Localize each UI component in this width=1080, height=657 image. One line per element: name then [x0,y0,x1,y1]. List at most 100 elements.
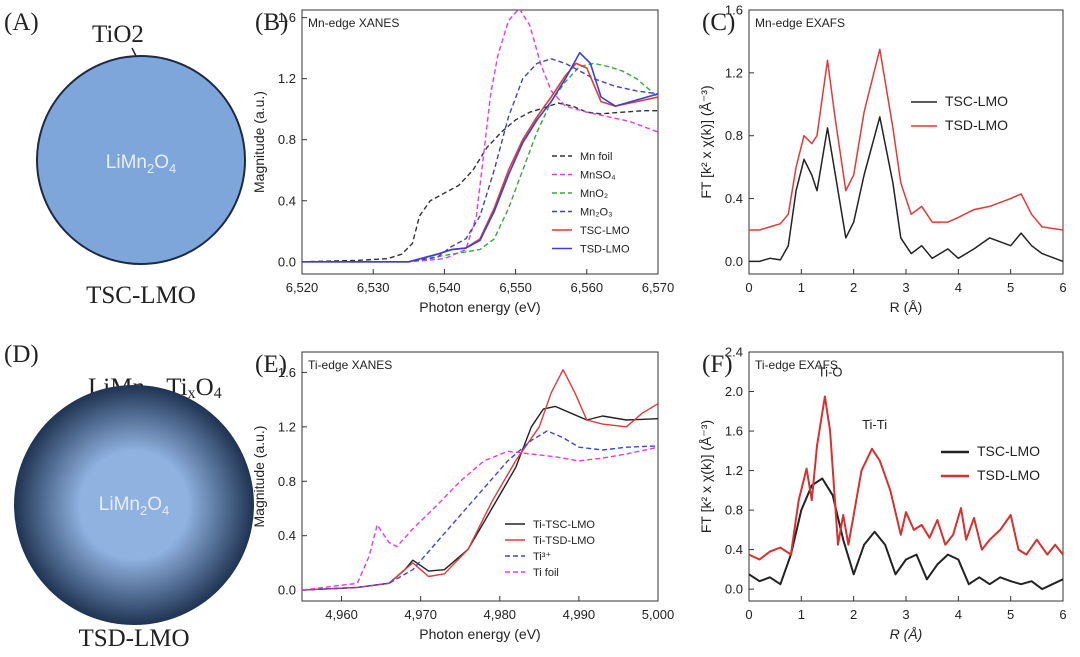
chart-e-ytick-label: 1.6 [278,365,296,380]
chart-b-panel-label: (B) [255,9,288,36]
chart-e-series-line [302,369,658,591]
chart-f-annotation-tio: Ti-O [818,365,843,380]
chart-c-xtick-label: 1 [798,280,805,295]
chart-b-xtick-label: 6,530 [357,280,390,295]
chart-f-series-line [749,477,1063,591]
chart-f-series-group [749,395,1063,591]
chart-e-series-line [302,446,658,591]
chart-c-frame [748,9,1064,275]
schematic-d: (D) LiMn2-xTixO4 LiMn2O4 TSD-LMO [4,341,254,652]
chart-f-xtick-label: 3 [902,607,909,622]
chart-b-legend-label: TSD-LMO [580,244,630,256]
chart-c-xtick-label: 6 [1059,280,1066,295]
chart-f-title: Ti-edge EXAFS [755,358,838,372]
chart-f: 0 1 2 3 4 5 6 0.0 0.4 0.8 1.2 1.6 2.0 2.4 R (Å) FT [k² … [698,345,1067,643]
chart-b-ytick-label: 0.4 [278,193,296,208]
chart-c-panel-label: (C) [702,9,735,36]
chart-e-panel-label: (E) [255,351,287,378]
chart-e-legend-label: Ti foil [533,567,559,579]
chart-f-xtick-label: 2 [850,607,857,622]
core-circle-a [36,55,246,265]
chart-f-xtick-label: 6 [1059,607,1066,622]
chart-e-frame [301,351,659,602]
chart-b-xtick-label: 6,540 [428,280,461,295]
panel-label-d: (D) [4,341,39,368]
chart-c-ytick-label: 0.0 [725,254,743,269]
chart-c-ytick-label: 1.2 [725,65,743,80]
chart-b-series-line [302,51,658,263]
chart-e-series-line [302,430,658,591]
chart-e-xtick-label: 4,990 [563,607,596,622]
chart-f-xtick-label: 1 [798,607,805,622]
chart-c: 0 1 2 3 4 5 6 0.0 0.4 0.8 1.2 1.6 R (Å) FT [k² x χ(k)… [698,3,1067,316]
chart-b-ylabel: Magnitude (a.u.) [251,91,267,193]
chart-c-xlabel: R (Å) [890,299,923,315]
chart-f-panel-label: (F) [702,351,733,378]
chart-f-ytick-label: 1.6 [725,424,743,439]
core-label-a: LiMn2O4 [106,152,176,176]
chart-f-legend-label: TSD-LMO [977,467,1040,483]
chart-c-xtick-label: 4 [955,280,962,295]
chart-b-series-group [302,10,658,263]
chart-f-ytick-label: 2.4 [725,345,743,360]
chart-c-ylabel: FT [k² x χ(k)] (Å⁻³) [698,85,714,198]
name-label-a: TSC-LMO [86,282,196,309]
chart-c-xtick-label: 3 [902,280,909,295]
chart-f-ytick-label: 0.8 [725,503,743,518]
chart-e-legend-label: Ti-TSD-LMO [533,535,595,547]
chart-c-ytick-label: 0.8 [725,128,743,143]
chart-e-ytick-label: 0.4 [278,528,296,543]
chart-f-legend-label: TSC-LMO [977,443,1040,459]
chart-b-ytick-label: 1.2 [278,71,296,86]
chart-c-ytick-label: 0.4 [725,191,743,206]
shell-label-a: TiO2 [92,21,144,48]
chart-e: 4,960 4,970 4,980 4,990 5,000 0.0 0.4 0.8 1.2 1.6… [251,351,674,642]
chart-b-xtick-label: 6,550 [499,280,532,295]
chart-b-ytick-label: 0.0 [278,254,296,269]
chart-e-ylabel: Magnitude (a.u.) [251,426,267,528]
chart-c-xtick-label: 0 [745,280,752,295]
chart-e-xtick-label: 5,000 [642,607,675,622]
chart-c-xtick-label: 2 [850,280,857,295]
chart-b-legend-label: TSC-LMO [580,225,630,237]
chart-c-legend-label: TSC-LMO [945,93,1008,109]
chart-b-series-line [302,62,658,263]
chart-e-title: Ti-edge XANES [308,358,392,372]
chart-e-xtick-label: 4,960 [325,607,358,622]
chart-e-xlabel: Photon energy (eV) [419,626,540,642]
chart-b-frame [301,9,659,275]
chart-b-ytick-label: 0.8 [278,132,296,147]
chart-e-ytick-label: 1.2 [278,419,296,434]
chart-e-legend-label: Ti-TSC-LMO [533,519,595,531]
chart-b-legend-label: Mn foil [580,151,612,163]
chart-e-series-line [302,405,658,591]
chart-b-series-line [302,102,658,263]
chart-b-legend-label: Mn₂O₃ [580,207,613,219]
chart-e-ytick-label: 0.8 [278,474,296,489]
chart-c-ytick-label: 1.6 [725,3,743,18]
chart-c-xtick-label: 5 [1007,280,1014,295]
chart-e-legend-label: Ti³⁺ [533,551,551,563]
chart-e-ytick-label: 0.0 [278,583,296,598]
chart-e-xtick-label: 4,980 [484,607,517,622]
chart-f-ytick-label: 2.0 [725,384,743,399]
chart-f-ytick-label: 1.2 [725,463,743,478]
chart-b-xlabel: Photon energy (eV) [419,299,540,315]
schematic-a: (A) TiO2 LiMn2O4 TSC-LMO [4,9,246,309]
chart-b: 6,520 6,530 6,540 6,550 6,560 6,570 0.0 0.4 0.8 1… [251,9,675,315]
chart-b-series-line [302,10,658,263]
chart-c-series-line [749,116,1063,263]
chart-f-series-line [749,395,1063,561]
chart-f-xtick-label: 4 [955,607,962,622]
chart-b-xtick-label: 6,570 [642,280,675,295]
chart-f-xtick-label: 5 [1007,607,1014,622]
chart-f-annotation-titi: Ti-Ti [862,417,887,432]
chart-b-series-line [302,58,658,263]
chart-f-xlabel: R (Å) [890,626,923,642]
core-circle-d [14,385,254,625]
chart-b-title: Mn-edge XANES [308,16,399,30]
chart-c-series-group [749,48,1063,263]
chart-c-title: Mn-edge EXAFS [755,16,845,30]
chart-c-legend-label: TSD-LMO [945,117,1008,133]
